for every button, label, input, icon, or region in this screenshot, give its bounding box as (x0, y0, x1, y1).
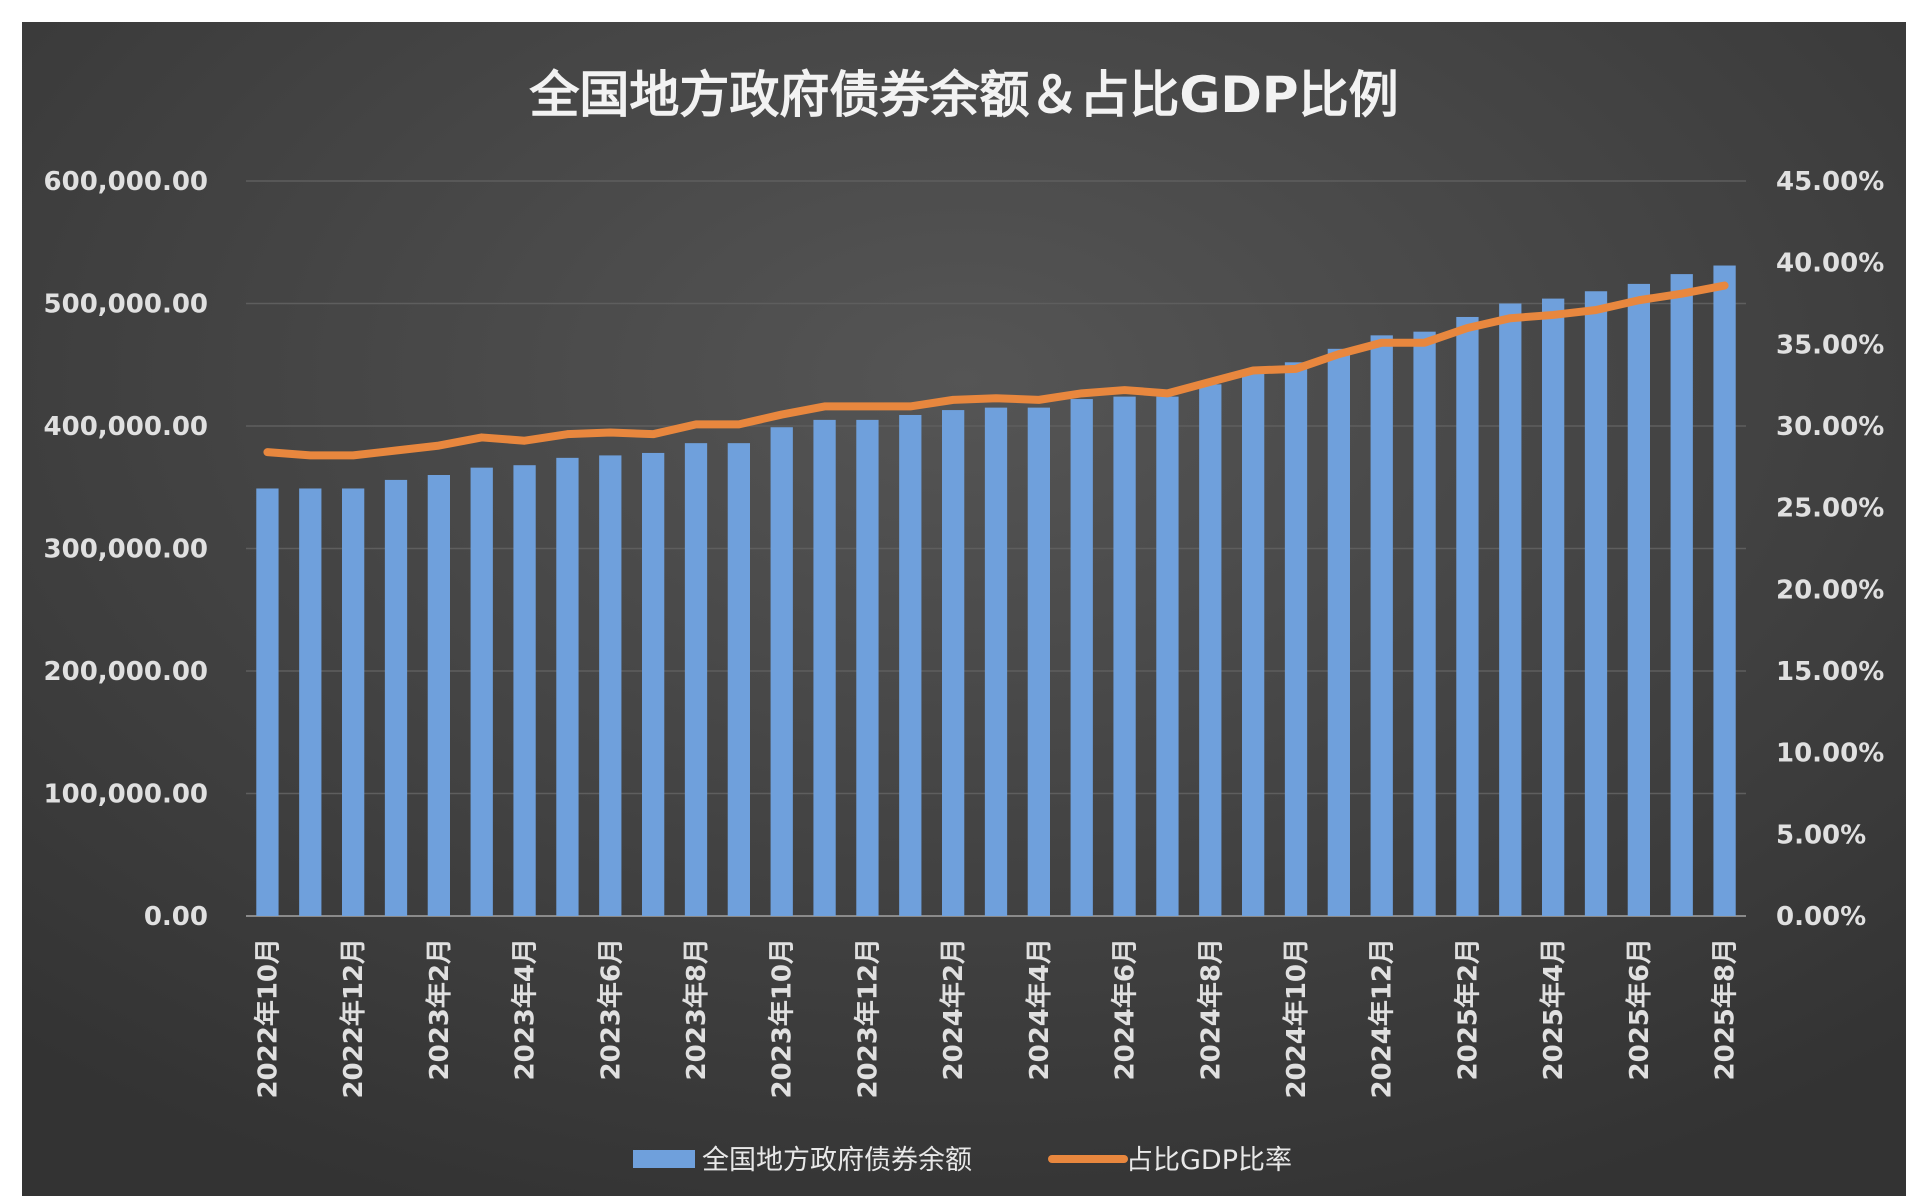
x-tick-label: 2025年6月 (1624, 938, 1655, 1080)
bar (470, 467, 493, 916)
bar (856, 419, 879, 916)
bar (1670, 274, 1693, 917)
chart-title: 全国地方政府债券余额＆占比GDP比例 (528, 66, 1398, 124)
bar (684, 443, 708, 916)
y-tick-label: 200,000.00 (44, 657, 208, 687)
y2-tick-label: 20.00% (1776, 575, 1884, 605)
bar (642, 452, 665, 916)
bar (1456, 316, 1479, 917)
x-tick-label: 2024年4月 (1024, 938, 1055, 1080)
bar (770, 427, 793, 916)
legend-label-line: 占比GDP比率 (1126, 1145, 1292, 1176)
x-tick-label: 2023年6月 (595, 938, 626, 1080)
x-tick-label: 2022年12月 (338, 938, 369, 1099)
y-tick-label: 100,000.00 (44, 780, 208, 810)
bar (1713, 265, 1736, 916)
y-tick-label: 500,000.00 (44, 290, 208, 320)
bar (1284, 362, 1308, 916)
bar (1070, 399, 1093, 916)
legend-swatch-bar (633, 1150, 695, 1168)
bar (1027, 407, 1050, 916)
line-series (263, 281, 1729, 460)
legend-label-bar: 全国地方政府债券余额 (702, 1145, 972, 1176)
bar (513, 465, 536, 916)
bar (1584, 291, 1608, 916)
bar (1327, 348, 1350, 916)
bar (727, 443, 750, 916)
y2-tick-label: 25.00% (1776, 494, 1884, 524)
bar (1627, 283, 1650, 916)
x-tick-label: 2024年2月 (938, 938, 969, 1080)
x-tick-label: 2025年2月 (1452, 938, 1483, 1080)
x-tick-label: 2025年4月 (1538, 938, 1569, 1080)
bar (1113, 396, 1136, 917)
y2-tick-label: 10.00% (1776, 739, 1884, 769)
x-tick-label: 2024年6月 (1110, 938, 1141, 1080)
bar (813, 419, 836, 916)
bar (556, 457, 579, 916)
bar (427, 475, 450, 916)
legend: 全国地方政府债券余额 占比GDP比率 (633, 1145, 1292, 1176)
bar (1242, 369, 1265, 916)
bar (942, 410, 965, 916)
bar (1542, 298, 1565, 917)
bar (1499, 303, 1522, 916)
y2-tick-label: 0.00% (1776, 902, 1866, 932)
x-tick-label: 2024年8月 (1195, 938, 1226, 1080)
x-tick-label: 2023年12月 (852, 938, 883, 1099)
y-tick-label: 600,000.00 (44, 167, 208, 197)
bar (1370, 335, 1393, 917)
y2-tick-label: 35.00% (1776, 330, 1884, 360)
y2-tick-label: 5.00% (1776, 820, 1866, 850)
bar (1413, 331, 1436, 916)
x-tick-label: 2023年8月 (681, 938, 712, 1080)
x-tick-label: 2025年8月 (1710, 938, 1741, 1080)
y2-tick-label: 45.00% (1776, 167, 1884, 197)
bar (984, 407, 1008, 916)
x-tick-label: 2024年10月 (1281, 938, 1312, 1099)
x-tick-label: 2024年12月 (1367, 938, 1398, 1099)
bar (299, 488, 322, 916)
y-tick-label: 300,000.00 (44, 535, 208, 565)
bar (1199, 384, 1222, 917)
y-tick-label: 400,000.00 (44, 412, 208, 442)
x-tick-label: 2023年10月 (767, 938, 798, 1099)
x-tick-label: 2023年4月 (510, 938, 541, 1080)
y2-tick-label: 30.00% (1776, 412, 1884, 442)
bar (342, 488, 365, 916)
x-tick-label: 2022年10月 (252, 938, 283, 1099)
bar (1156, 396, 1179, 917)
y2-tick-label: 40.00% (1776, 249, 1884, 279)
bar (899, 414, 922, 916)
y-tick-label: 0.00 (144, 902, 208, 932)
x-tick-label: 2023年2月 (424, 938, 455, 1080)
bar (599, 455, 622, 916)
bar (384, 479, 408, 916)
y2-tick-label: 15.00% (1776, 657, 1884, 687)
bar (256, 488, 279, 916)
